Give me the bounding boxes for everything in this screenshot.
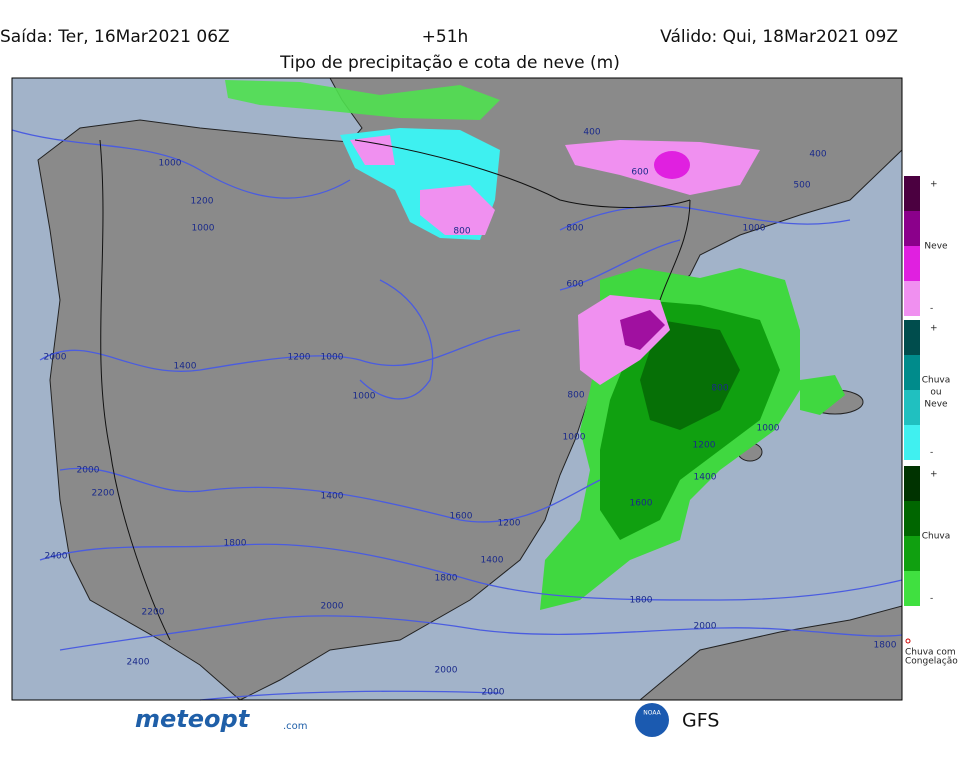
- contour-label: 500: [793, 181, 810, 191]
- brand: meteopt: [135, 705, 251, 733]
- legend-label: ou: [930, 388, 941, 398]
- legend-swatch: [904, 281, 920, 316]
- contour-label: 1200: [191, 197, 214, 207]
- contour-label: 2400: [45, 552, 68, 562]
- legend-swatch: [904, 425, 920, 460]
- model: GFS: [682, 710, 719, 732]
- legend-plus: +: [930, 470, 938, 480]
- map-title: Tipo de precipitação e cota de neve (m): [279, 53, 620, 73]
- valid-time: Válido: Qui, 18Mar2021 09Z: [660, 27, 898, 47]
- contour-label: 1200: [693, 441, 716, 451]
- precip-rain: [225, 80, 500, 120]
- legend-swatch: [904, 355, 920, 390]
- contour-label: 1000: [321, 353, 344, 363]
- precip-snow: [350, 135, 495, 235]
- contour-label: 400: [583, 128, 600, 138]
- contour-label: 800: [453, 227, 470, 237]
- legend-label: Chuva: [922, 376, 951, 386]
- borders: [99, 139, 691, 641]
- contour-label: 1800: [630, 596, 653, 606]
- contour-label: 2200: [142, 608, 165, 618]
- legend-swatch: [904, 211, 920, 246]
- legend-swatch: [904, 501, 920, 536]
- contour-label: 1600: [450, 512, 473, 522]
- contour-label: 2000: [77, 466, 100, 476]
- contour-label: 2000: [321, 602, 344, 612]
- precip-rain: [800, 375, 845, 415]
- contour-label: 1200: [498, 519, 521, 529]
- contour-label: 1000: [353, 392, 376, 402]
- legend-minus: -: [930, 594, 933, 604]
- brand-suffix: .com: [283, 721, 308, 732]
- contour-label: 1800: [435, 574, 458, 584]
- legend-swatch: [904, 571, 920, 606]
- legend-minus: -: [930, 304, 933, 314]
- legend-label: Chuva: [922, 532, 951, 542]
- legend-freezing: Chuva com: [905, 648, 956, 658]
- map-frame: [11, 77, 903, 701]
- lead-time: +51h: [422, 27, 469, 47]
- contour-label: 1400: [321, 492, 344, 502]
- legend-plus: +: [930, 180, 938, 190]
- legend-swatch: [904, 536, 920, 571]
- legend: + - Neve + - Chuva ou Neve + - Chuva Chuva comConge…: [904, 176, 958, 667]
- agency-logo: [635, 703, 669, 737]
- agency: NOAA: [643, 710, 661, 717]
- contour-label: 1600: [630, 499, 653, 509]
- contour-label: 2000: [694, 622, 717, 632]
- legend-swatch: [904, 176, 920, 211]
- legend-swatch: [904, 466, 920, 501]
- precip-rain-heavy: [640, 320, 740, 430]
- contour-label: 1400: [481, 556, 504, 566]
- legend-freezing: Congelação: [905, 657, 958, 667]
- contour-label: 400: [809, 150, 826, 160]
- issued: Saída: Ter, 16Mar2021 06Z: [0, 27, 230, 47]
- legend-freezing-mark: [905, 638, 911, 644]
- contour-label: 1000: [192, 224, 215, 234]
- contour-label: 1800: [874, 641, 897, 651]
- precip-snow-heavy: [620, 310, 665, 350]
- contour-label: 1800: [224, 539, 247, 549]
- contour-label: 2400: [127, 658, 150, 668]
- contour-label: 600: [631, 168, 648, 178]
- contour-label: 1000: [757, 424, 780, 434]
- contour-label: 2200: [92, 489, 115, 499]
- legend-label: Neve: [924, 400, 948, 410]
- contour-label: 800: [711, 384, 728, 394]
- contour-label: 2000: [44, 353, 67, 363]
- contour-label: 1400: [694, 473, 717, 483]
- legend-minus: -: [930, 448, 933, 458]
- contour-label: 1000: [743, 224, 766, 234]
- legend-swatch: [904, 246, 920, 281]
- contour-label: 1000: [563, 433, 586, 443]
- contour-label: 1400: [174, 362, 197, 372]
- contour-label: 2000: [435, 666, 458, 676]
- contour-label: 1200: [288, 353, 311, 363]
- precip-snow-heavy: [654, 151, 690, 179]
- contour-label: 2000: [482, 688, 505, 698]
- legend-plus: +: [930, 324, 938, 334]
- contour-label: 1000: [159, 159, 182, 169]
- contour-label: 800: [566, 224, 583, 234]
- contour-label: 800: [567, 391, 584, 401]
- contours: [11, 129, 903, 701]
- legend-swatch: [904, 390, 920, 425]
- legend-label: Neve: [924, 242, 948, 252]
- contour-label: 600: [566, 280, 583, 290]
- map: [11, 77, 903, 701]
- legend-swatch: [904, 320, 920, 355]
